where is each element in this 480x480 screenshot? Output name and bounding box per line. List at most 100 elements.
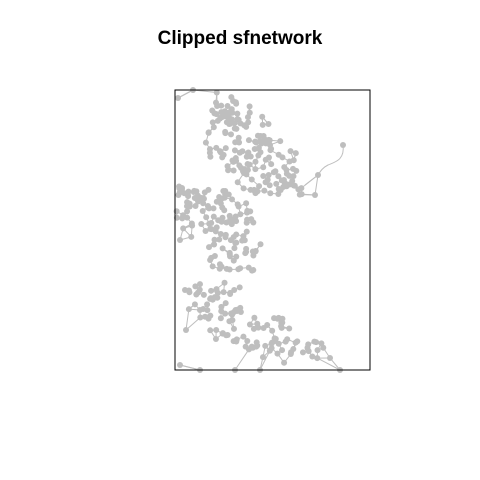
network-node <box>244 338 251 345</box>
network-node <box>290 182 297 189</box>
network-node <box>314 355 321 362</box>
network-node <box>196 281 203 288</box>
network-node <box>204 301 211 308</box>
network-node <box>221 279 228 286</box>
network-node <box>265 121 272 128</box>
network-node <box>259 113 266 120</box>
network-node <box>182 287 188 293</box>
network-node <box>179 215 186 222</box>
network-node <box>233 239 240 246</box>
network-node <box>280 183 287 190</box>
network-node <box>246 161 253 168</box>
network-node <box>279 347 286 354</box>
network-node <box>253 139 260 146</box>
network-node <box>275 185 282 192</box>
network-node <box>211 294 218 301</box>
network-node <box>177 237 183 243</box>
network-node <box>207 295 214 302</box>
network-node <box>267 190 274 197</box>
network-node <box>278 324 285 331</box>
network-node <box>340 142 346 148</box>
network-node <box>274 315 281 322</box>
network-node <box>217 315 224 322</box>
network-node <box>234 115 241 122</box>
network-edge <box>259 350 271 371</box>
network-node <box>184 208 191 215</box>
network-node <box>254 188 261 195</box>
network-node <box>270 169 277 176</box>
network-node <box>230 325 237 332</box>
network-node <box>235 134 242 141</box>
network-node <box>273 180 280 187</box>
network-node <box>207 312 214 319</box>
network-node <box>327 355 333 361</box>
network-node <box>305 348 312 355</box>
network-node <box>218 109 225 116</box>
network-node <box>209 119 216 126</box>
network-node <box>228 310 235 317</box>
network-node <box>243 200 250 207</box>
network-node <box>290 346 297 353</box>
network-node <box>226 318 233 325</box>
network-node <box>208 226 215 233</box>
network-node <box>266 182 273 189</box>
network-node <box>298 191 305 198</box>
network-node <box>292 150 299 157</box>
network-node <box>266 347 273 354</box>
network-node <box>226 266 233 273</box>
network-node <box>283 170 290 177</box>
network-node <box>205 129 212 136</box>
plot-title: Clipped sfnetwork <box>157 28 323 49</box>
network-node <box>243 228 250 235</box>
network-node <box>245 119 252 126</box>
network-node <box>206 146 213 153</box>
network-node <box>202 139 209 146</box>
network-node <box>234 179 241 186</box>
network-node <box>210 213 217 220</box>
network-node <box>275 340 282 347</box>
network-node <box>197 314 204 321</box>
network-node <box>268 161 275 168</box>
network-node <box>312 192 318 198</box>
network-node <box>213 144 220 151</box>
network-node <box>218 114 225 121</box>
network-node <box>231 147 238 154</box>
network-node <box>239 148 246 155</box>
network-node <box>235 203 242 210</box>
network-node <box>180 225 187 232</box>
network-node <box>216 236 223 243</box>
network-node <box>243 171 250 178</box>
network-node <box>177 362 183 368</box>
network-node <box>220 289 227 296</box>
network-node <box>240 333 247 340</box>
network-node <box>299 349 306 356</box>
network-node <box>229 196 236 203</box>
network-node <box>212 336 219 343</box>
network-node <box>229 217 236 224</box>
network-node <box>225 113 232 120</box>
network-node <box>275 173 282 180</box>
network-node <box>211 241 218 248</box>
network-edge <box>234 349 250 371</box>
network-node <box>224 332 231 339</box>
network-node <box>290 173 297 180</box>
network-node <box>224 163 231 170</box>
network-nodes <box>173 87 346 373</box>
network-node <box>203 214 210 221</box>
network-node <box>237 120 244 127</box>
network-node <box>188 220 195 227</box>
network-node <box>194 289 201 296</box>
network-node <box>286 325 293 332</box>
network-node <box>234 110 241 117</box>
network-node <box>243 219 250 226</box>
network-node <box>246 103 253 110</box>
network-node <box>222 231 229 238</box>
network-node <box>262 342 269 349</box>
network-node <box>227 289 234 296</box>
network-node <box>200 291 207 298</box>
network-node <box>267 147 274 154</box>
network-node <box>194 192 201 199</box>
network-node <box>218 303 225 310</box>
network-node <box>230 234 237 241</box>
network-node <box>222 130 229 137</box>
